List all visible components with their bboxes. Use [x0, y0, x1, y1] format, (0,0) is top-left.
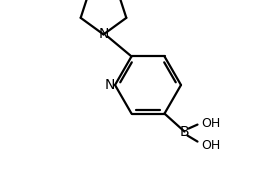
Text: N: N: [98, 27, 109, 41]
Text: B: B: [180, 124, 189, 139]
Text: OH: OH: [201, 117, 221, 130]
Text: N: N: [105, 78, 115, 92]
Text: OH: OH: [201, 139, 221, 152]
